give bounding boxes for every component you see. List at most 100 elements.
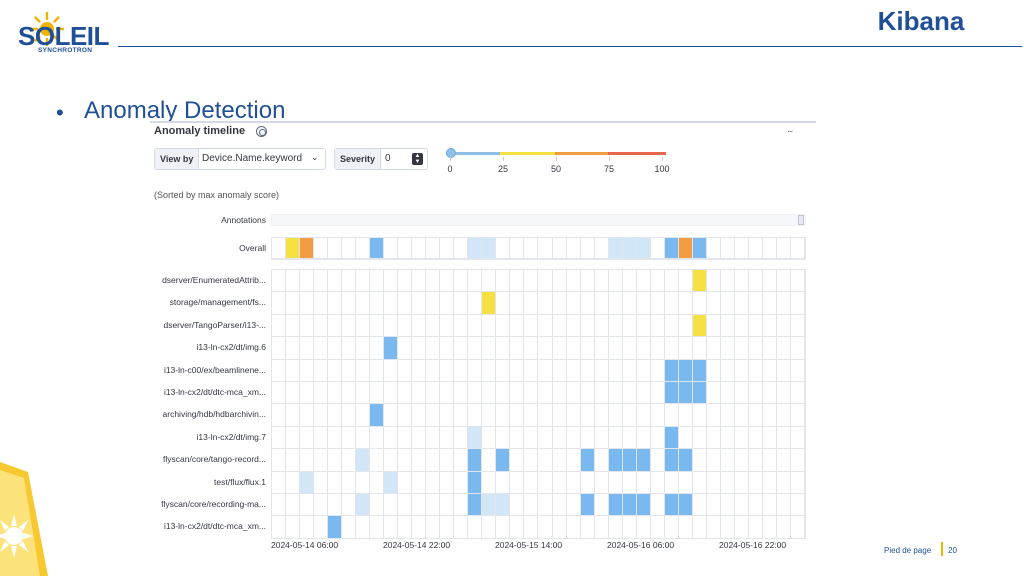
heatmap-cell[interactable] [538,359,553,382]
heatmap-cell[interactable] [538,292,553,315]
heatmap-cell[interactable] [314,359,329,382]
heatmap-cell[interactable] [720,238,735,259]
heatmap-cell[interactable] [650,449,665,472]
heatmap-cell[interactable] [370,238,385,259]
heatmap-cell[interactable] [594,292,609,315]
heatmap-cell[interactable] [636,359,651,382]
heatmap-cell[interactable] [468,359,483,382]
heatmap-cell[interactable] [552,516,567,539]
heatmap-cell[interactable] [608,359,623,382]
heatmap-cell[interactable] [426,449,441,472]
heatmap-cell[interactable] [790,449,805,472]
heatmap-cell[interactable] [790,404,805,427]
heatmap-cell[interactable] [664,270,679,293]
heatmap-cell[interactable] [510,426,525,450]
heatmap-cell[interactable] [636,270,651,293]
heatmap-cell[interactable] [496,494,511,517]
heatmap-cell[interactable] [678,238,693,259]
heatmap-cell[interactable] [566,314,581,338]
heatmap-cell[interactable] [342,238,357,259]
heatmap-cell[interactable] [384,292,399,315]
heatmap-cell[interactable] [468,404,483,427]
heatmap-cell[interactable] [608,238,623,259]
heatmap-cell[interactable] [552,314,567,338]
heatmap-cell[interactable] [622,292,637,315]
heatmap-cell[interactable] [314,516,329,539]
heatmap-cell[interactable] [594,449,609,472]
heatmap-cell[interactable] [398,359,413,382]
heatmap-cell[interactable] [566,337,581,360]
heatmap-cell[interactable] [510,238,525,259]
heatmap-cell[interactable] [776,471,791,494]
heatmap-cell[interactable] [566,238,581,259]
heatmap-cell[interactable] [454,516,469,539]
heatmap-cell[interactable] [622,314,637,338]
heatmap-cell[interactable] [384,359,399,382]
heatmap-cell[interactable] [706,449,721,472]
heatmap-cell[interactable] [398,471,413,494]
heatmap-cell[interactable] [692,404,707,427]
heatmap-cell[interactable] [524,270,539,293]
heatmap-cell[interactable] [748,382,763,405]
heatmap-cell[interactable] [636,494,651,517]
heatmap-cell[interactable] [538,314,553,338]
heatmap-cell[interactable] [454,314,469,338]
heatmap-cell[interactable] [720,270,735,293]
heatmap-cell[interactable] [454,270,469,293]
heatmap-cell[interactable] [692,238,707,259]
swimlane-label[interactable]: flyscan/core/recording-ma... [161,499,266,509]
heatmap-cell[interactable] [678,404,693,427]
heatmap-cell[interactable] [510,337,525,360]
heatmap-cell[interactable] [720,359,735,382]
heatmap-cell[interactable] [762,426,777,450]
heatmap-cell[interactable] [398,382,413,405]
heatmap-cell[interactable] [468,238,483,259]
heatmap-cell[interactable] [692,516,707,539]
heatmap-cell[interactable] [790,494,805,517]
heatmap-cell[interactable] [734,426,749,450]
heatmap-cell[interactable] [314,382,329,405]
heatmap-cell[interactable] [664,314,679,338]
heatmap-cell[interactable] [482,270,497,293]
heatmap-cell[interactable] [580,426,595,450]
heatmap-cell[interactable] [272,314,287,338]
heatmap-cell[interactable] [286,449,301,472]
heatmap-cell[interactable] [748,404,763,427]
heatmap-cell[interactable] [496,238,511,259]
heatmap-cell[interactable] [776,494,791,517]
severity-scale[interactable]: 0 25 50 75 100 [446,147,676,181]
heatmap-cell[interactable] [636,292,651,315]
heatmap-cell[interactable] [356,382,371,405]
heatmap-cell[interactable] [748,471,763,494]
heatmap-cell[interactable] [636,471,651,494]
heatmap-cell[interactable] [272,337,287,360]
heatmap-cell[interactable] [300,270,315,293]
heatmap-cell[interactable] [314,494,329,517]
heatmap-cell[interactable] [524,314,539,338]
heatmap-cell[interactable] [426,516,441,539]
panel-options-icon[interactable]: ... [787,124,793,135]
heatmap-cell[interactable] [538,471,553,494]
heatmap-cell[interactable] [692,337,707,360]
heatmap-cell[interactable] [286,426,301,450]
heatmap-cell[interactable] [482,238,497,259]
heatmap-cell[interactable] [412,292,427,315]
annotations-lane[interactable] [271,214,806,226]
heatmap-cell[interactable] [356,314,371,338]
heatmap-cell[interactable] [370,292,385,315]
heatmap-cell[interactable] [300,359,315,382]
heatmap-cell[interactable] [734,494,749,517]
heatmap-cell[interactable] [622,382,637,405]
heatmap-cell[interactable] [664,516,679,539]
heatmap-cell[interactable] [454,238,469,259]
heatmap-cell[interactable] [734,292,749,315]
heatmap-cell[interactable] [398,516,413,539]
heatmap-cell[interactable] [440,337,455,360]
heatmap-cell[interactable] [580,516,595,539]
heatmap-cell[interactable] [272,359,287,382]
heatmap-cell[interactable] [272,449,287,472]
heatmap-cell[interactable] [538,404,553,427]
heatmap-cell[interactable] [468,516,483,539]
heatmap-cell[interactable] [594,426,609,450]
heatmap-cell[interactable] [552,270,567,293]
